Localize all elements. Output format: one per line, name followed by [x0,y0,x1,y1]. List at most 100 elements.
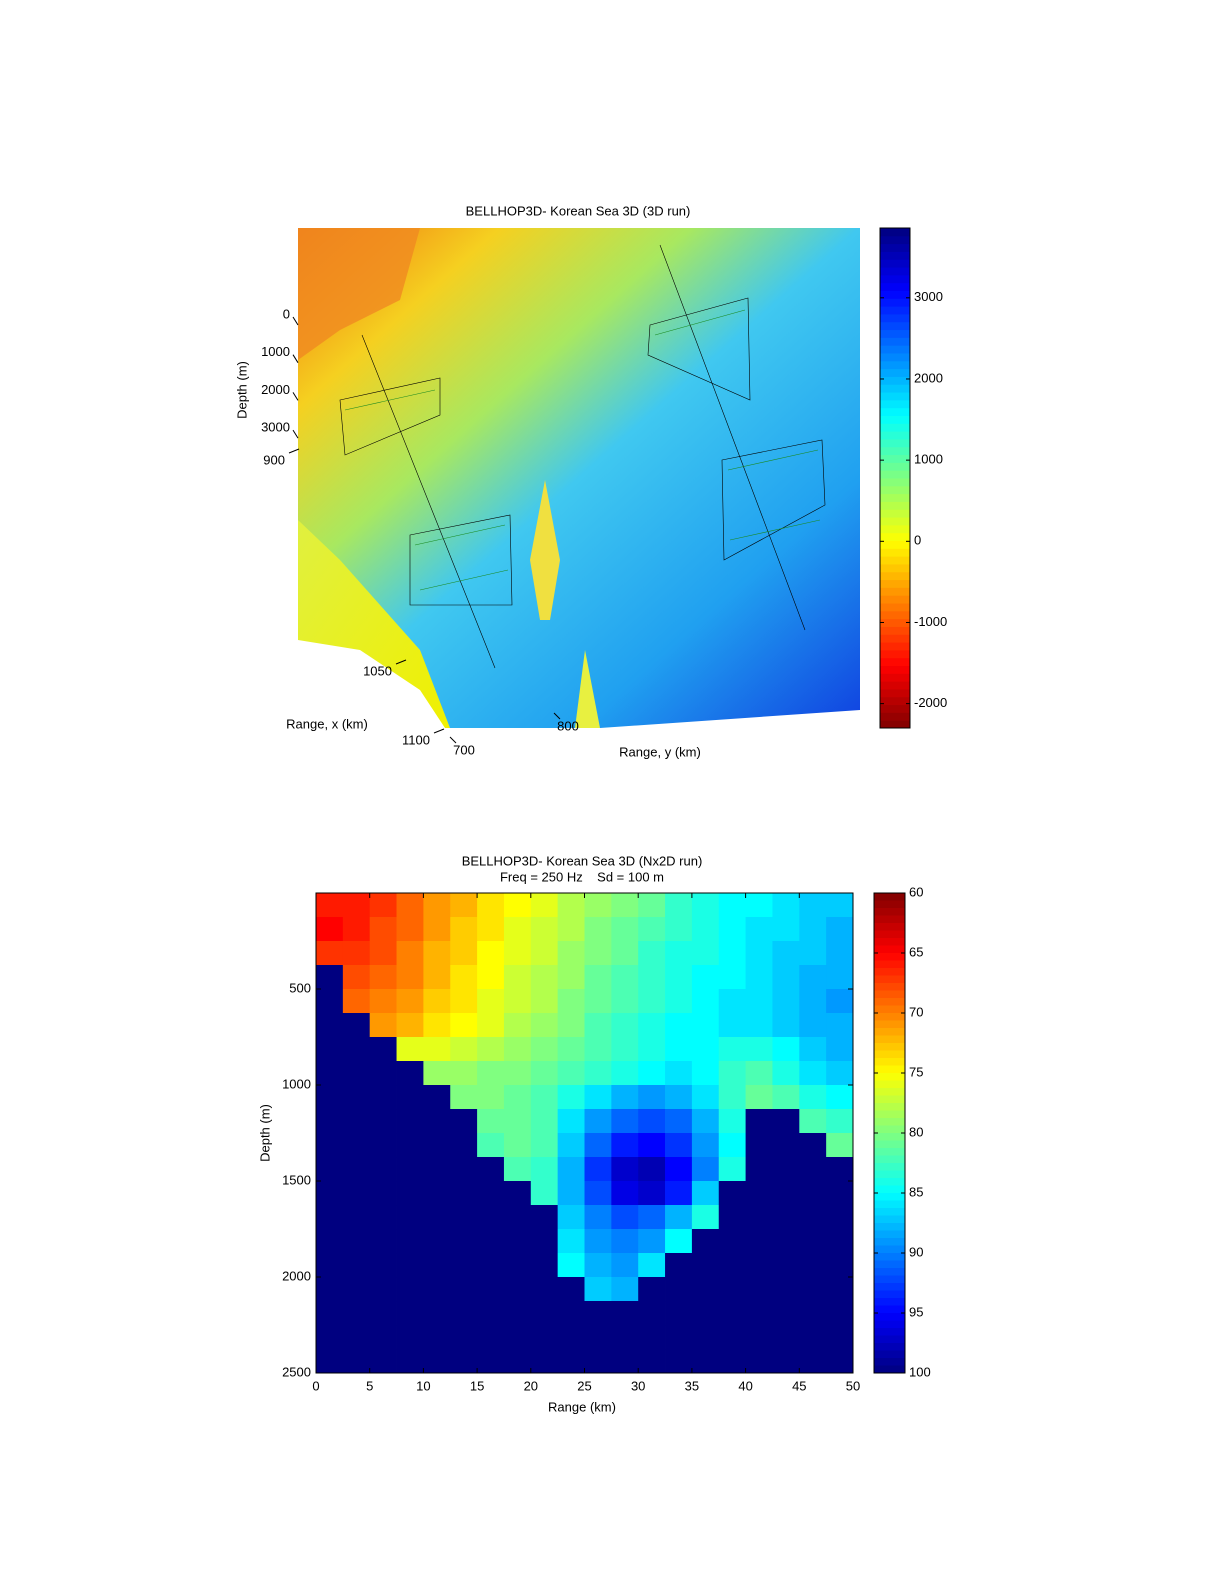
chart-title: BELLHOP3D- Korean Sea 3D (3D run) [466,203,691,218]
heatmap-cell [342,1133,371,1158]
heatmap-cell [826,941,854,966]
heatmap-cell [745,1013,773,1038]
y-tick-label: 800 [557,718,579,733]
colorbar-band [880,337,910,346]
colorbar-band [880,712,910,721]
heatmap-cell [826,917,854,942]
heatmap-cell [423,1205,451,1230]
heatmap-cell [369,965,397,990]
heatmap-cell [799,1037,827,1062]
colorbar-tick-label: 2000 [914,370,943,385]
heatmap-cell [396,1205,424,1230]
heatmap-cell [530,1061,559,1086]
y-tick-label: 1500 [282,1172,311,1187]
heatmap-cell [745,1109,773,1134]
heatmap-cell [396,893,424,918]
heatmap-cell [369,917,397,942]
heatmap-cell [450,1157,478,1182]
heatmap-cell [316,1109,344,1134]
colorbar-tick-label: 65 [909,944,923,959]
colorbar-band [880,556,910,565]
heatmap-cell [665,1349,693,1374]
chart-title: BELLHOP3D- Korean Sea 3D (Nx2D run) [462,853,703,868]
colorbar-band [880,415,910,424]
heatmap-cell [745,1085,773,1110]
heatmap-cell [799,1301,827,1326]
colorbar-band [880,595,910,604]
heatmap-cell [396,1037,424,1062]
heatmap-cell [477,1109,505,1134]
colorbar-band [874,1080,905,1089]
heatmap-cell [342,1181,371,1206]
heatmap-cell [745,1301,773,1326]
colorbar-band [874,1350,905,1359]
heatmap-cell [342,965,371,990]
colorbar-band [874,1208,905,1216]
colorbar-band [874,1283,905,1291]
heatmap-cell [530,1133,559,1158]
heatmap-cell [826,1085,854,1110]
heatmap-cell [342,1277,371,1302]
heatmap-cell [611,965,639,990]
heatmap-cell [718,989,746,1014]
heatmap-cell [772,1253,800,1278]
heatmap-cell [826,1229,854,1254]
colorbar-band [874,953,905,961]
z-tick-label: 3000 [261,420,290,435]
colorbar-band [874,893,905,901]
heatmap-cell [665,1229,693,1254]
heatmap-cell [477,917,505,942]
heatmap-cell [396,1157,424,1182]
heatmap-cell [423,1229,451,1254]
heatmap-cell [745,917,773,942]
x-tick-label: 10 [416,1378,430,1393]
colorbar-band [874,945,905,954]
heatmap-cell [826,1349,854,1374]
heatmap-cell [342,917,371,942]
heatmap-cell [369,1157,397,1182]
heatmap-cell [826,1037,854,1062]
seamount [575,650,600,728]
colorbar-band [874,923,905,931]
colorbar-band [874,1095,905,1104]
blank-region [600,710,860,728]
heatmap-cell [638,1133,666,1158]
heatmap-cell [691,1061,720,1086]
heatmap-cell [718,1301,746,1326]
y-tick-label: 700 [453,742,475,757]
heatmap-cell [316,1133,344,1158]
heatmap-cell [772,1277,800,1302]
heatmap-cell [772,1133,800,1158]
heatmap-cell [477,1325,505,1350]
heatmap-cell [369,893,397,918]
heatmap-cell [503,989,532,1014]
heatmap-cell [584,1157,612,1182]
x-axis-label: Range, x (km) [286,716,368,731]
colorbar-band [880,704,910,713]
heatmap-cell [611,941,639,966]
heatmap-cell [691,1085,720,1110]
heatmap-cell [665,1157,693,1182]
colorbar-band [880,579,910,588]
heatmap-cell [342,1229,371,1254]
heatmap-cell [530,1349,559,1374]
heatmap-cell [745,1277,773,1302]
heatmap-cell [423,1013,451,1038]
colorbar-band [874,1215,905,1224]
y-tick-label: 1000 [282,1076,311,1091]
heatmap-cell [826,1061,854,1086]
heatmap-cell [718,1061,746,1086]
heatmap-cell [611,1205,639,1230]
colorbar-band [874,1088,905,1096]
heatmap-cell [316,1085,344,1110]
colorbar-band [874,1163,905,1171]
heatmap-cell [584,1085,612,1110]
y-axis-label: Range, y (km) [619,744,701,759]
colorbar-band [880,673,910,682]
heatmap-cell [799,989,827,1014]
heatmap-cell [477,965,505,990]
heatmap-cell [503,917,532,942]
colorbar-band [880,603,910,612]
heatmap-cell [584,989,612,1014]
